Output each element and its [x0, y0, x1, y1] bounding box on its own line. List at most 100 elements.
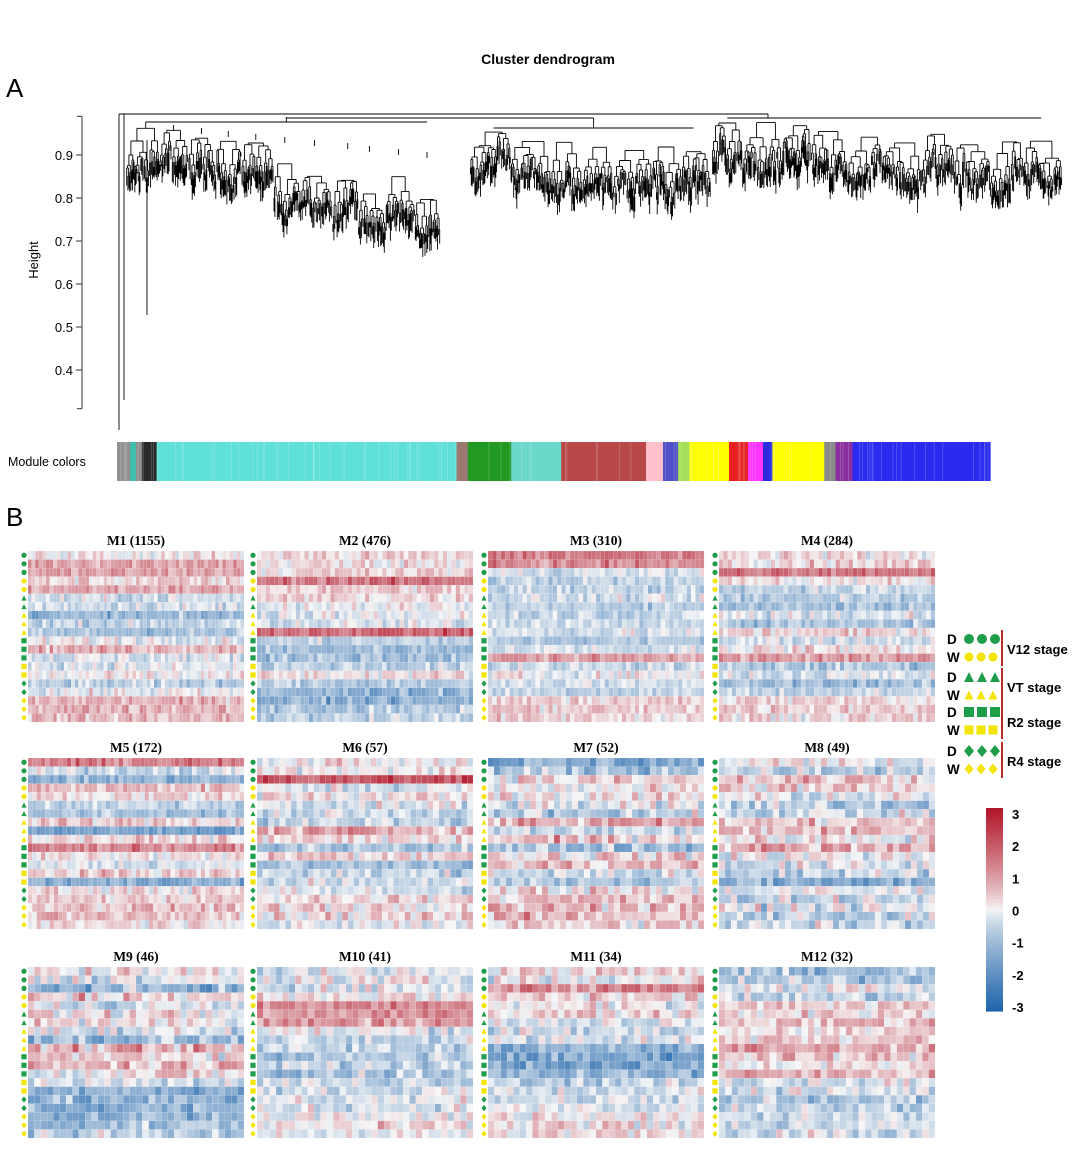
heatmap-cell: [403, 653, 409, 663]
heatmap-cell: [699, 585, 705, 594]
heatmap-cell: [66, 766, 72, 776]
heatmap-cell: [556, 713, 562, 723]
heatmap-cell: [544, 550, 549, 560]
heatmap-cell: [338, 670, 344, 680]
heatmap-cell: [762, 593, 767, 603]
heatmap-cell: [222, 800, 227, 810]
heatmap-cell: [660, 619, 666, 629]
heatmap-cell: [561, 704, 566, 714]
heatmap-cell: [878, 713, 884, 723]
heatmap-cell: [727, 550, 733, 560]
heatmap-cell: [513, 619, 519, 629]
heatmap-cell: [574, 585, 579, 594]
heatmap-cell: [49, 585, 54, 594]
heatmap-cell: [861, 704, 867, 714]
heatmap-cell: [218, 704, 223, 714]
heatmap-cell: [643, 636, 649, 646]
heatmap-cell: [347, 550, 353, 560]
heatmap-cell: [132, 627, 137, 637]
heatmap-cell: [643, 602, 649, 612]
heatmap-cell: [287, 687, 292, 697]
heatmap-cell: [913, 696, 918, 706]
heatmap-cell: [369, 636, 374, 646]
heatmap-cell: [753, 653, 759, 663]
heatmap-cell: [101, 792, 106, 801]
heatmap-cell: [865, 653, 871, 663]
heatmap-cell: [852, 610, 858, 620]
heatmap-cell: [175, 662, 180, 671]
heatmap-cell: [193, 713, 198, 723]
heatmap-cell: [770, 585, 776, 594]
heatmap-cell: [556, 619, 562, 629]
heatmap-cell: [117, 550, 122, 560]
heatmap-cell: [509, 670, 515, 680]
heatmap-cell: [114, 826, 119, 836]
heatmap-cell: [796, 550, 802, 560]
heatmap-cell: [218, 619, 223, 629]
heatmap-cell: [32, 792, 37, 801]
heatmap-cell: [369, 644, 374, 654]
heatmap-cell: [595, 593, 601, 603]
heatmap-cell: [45, 559, 50, 569]
heatmap-cell: [792, 636, 797, 646]
heatmap-cell: [300, 550, 305, 560]
heatmap-cell: [211, 550, 216, 560]
heatmap-cell: [753, 662, 759, 671]
heatmap-cell: [256, 644, 262, 654]
heatmap-cell: [118, 783, 124, 793]
heatmap-cell: [656, 619, 661, 629]
heatmap-cell: [787, 636, 793, 646]
heatmap-cell: [207, 713, 212, 723]
heatmap-cell: [526, 567, 532, 577]
heatmap-cell: [835, 627, 841, 637]
heatmap-cell: [526, 550, 532, 560]
heatmap-cell: [360, 644, 366, 654]
heatmap-cell: [168, 593, 173, 603]
heatmap-cell: [386, 662, 392, 671]
heatmap-cell: [552, 696, 558, 706]
heatmap-cell: [904, 636, 910, 646]
heatmap-cell: [848, 550, 854, 560]
heatmap-cell: [382, 619, 387, 629]
heatmap-cell: [757, 619, 763, 629]
heatmap-cell: [787, 610, 793, 620]
heatmap-cell: [917, 644, 923, 654]
heatmap-cell: [75, 834, 81, 844]
heatmap-cell: [917, 627, 923, 637]
heatmap-cell: [150, 644, 155, 654]
heatmap-cell: [429, 713, 435, 723]
heatmap-cell: [757, 576, 763, 586]
heatmap-cell: [343, 679, 348, 689]
heatmap-cell: [647, 585, 653, 594]
heatmap-cell: [99, 679, 104, 689]
module-stripe: [984, 442, 986, 481]
heatmap-cell: [535, 653, 541, 663]
heatmap-cell: [360, 593, 366, 603]
heatmap-cell: [416, 550, 422, 560]
heatmap-cell: [139, 585, 144, 594]
heatmap-cell: [233, 550, 237, 560]
heatmap-cell: [699, 567, 705, 577]
heatmap-cell: [813, 619, 819, 629]
heatmap-cell: [518, 550, 523, 560]
heatmap-cell: [399, 602, 405, 612]
heatmap-cell: [92, 670, 97, 680]
heatmap-cell: [347, 670, 353, 680]
heatmap-cell: [861, 653, 867, 663]
heatmap-cell: [168, 696, 173, 706]
heatmap-cell: [647, 713, 653, 723]
heatmap-cell: [813, 610, 819, 620]
heatmap-cell: [695, 610, 700, 620]
heatmap-cell: [429, 696, 435, 706]
heatmap-cell: [604, 687, 610, 697]
heatmap-cell: [308, 585, 314, 594]
heatmap-cell: [42, 610, 47, 620]
heatmap-cell: [107, 602, 111, 612]
heatmap-cell: [304, 704, 310, 714]
heatmap-cell: [390, 567, 396, 577]
heatmap-cell: [446, 679, 452, 689]
heatmap-cell: [161, 559, 165, 569]
heatmap-cell: [686, 713, 692, 723]
heatmap-cell: [574, 567, 579, 577]
heatmap-cell: [775, 627, 780, 637]
